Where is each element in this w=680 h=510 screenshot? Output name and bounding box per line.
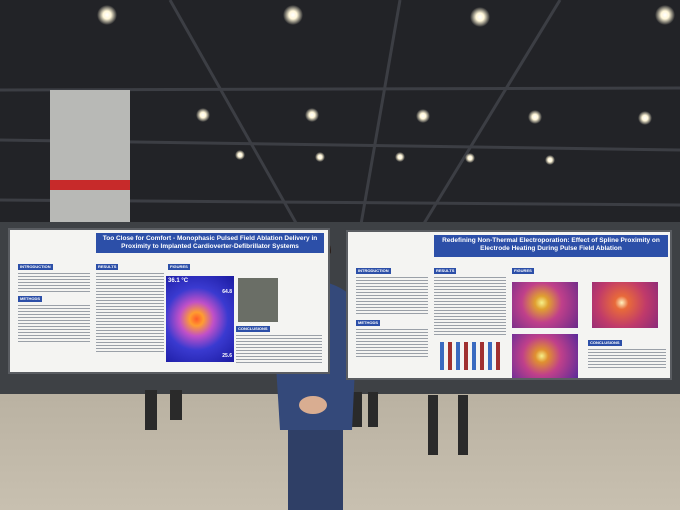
figure-photo bbox=[238, 278, 278, 322]
section-header: RESULTS bbox=[434, 268, 457, 274]
section-header: INTRODUCTION bbox=[356, 268, 391, 274]
section-header: CONCLUSIONS bbox=[588, 340, 622, 346]
thermal-scale-min: 25.6 bbox=[222, 353, 232, 359]
legs bbox=[145, 390, 468, 455]
bar-figure bbox=[436, 342, 502, 370]
section-header: FIGURES bbox=[168, 264, 190, 270]
section-header: METHODS bbox=[356, 320, 380, 326]
thermal-image bbox=[592, 282, 658, 328]
thermal-scale-max: 64.8 bbox=[222, 289, 232, 295]
text-block bbox=[96, 272, 164, 352]
text-block bbox=[18, 304, 90, 344]
thermal-temperature: 36.1 °C bbox=[168, 278, 189, 284]
text-block bbox=[18, 272, 90, 294]
thermal-image: 36.1 °C 64.8 25.6 bbox=[166, 276, 234, 362]
poster-title: Too Close for Comfort - Monophasic Pulse… bbox=[96, 233, 324, 253]
poster-left: Too Close for Comfort - Monophasic Pulse… bbox=[8, 228, 330, 374]
text-block bbox=[356, 328, 428, 358]
section-header: FIGURES bbox=[512, 268, 534, 274]
thermal-image bbox=[512, 334, 578, 378]
poster-right: Redefining Non-Thermal Electroporation: … bbox=[346, 230, 672, 380]
pillar-stripe bbox=[50, 180, 130, 190]
section-header: CONCLUSIONS bbox=[236, 326, 270, 332]
text-block bbox=[236, 334, 322, 364]
pillar bbox=[50, 90, 130, 225]
text-block bbox=[588, 348, 666, 370]
section-header: METHODS bbox=[18, 296, 42, 302]
text-block bbox=[356, 276, 428, 316]
poster-title: Redefining Non-Thermal Electroporation: … bbox=[434, 235, 668, 257]
text-block bbox=[434, 276, 506, 336]
section-header: RESULTS bbox=[96, 264, 119, 270]
ceiling-lights bbox=[97, 5, 675, 165]
thermal-image bbox=[512, 282, 578, 328]
section-header: INTRODUCTION bbox=[18, 264, 53, 270]
